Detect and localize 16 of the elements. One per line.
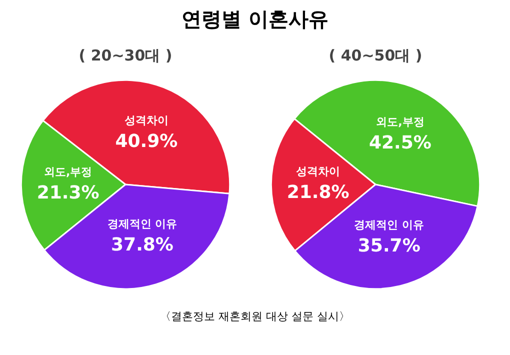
- slice-label: 경제적인 이유: [107, 217, 178, 230]
- text: 〈결혼정보 재혼회원 대상 설문 실시〉: [160, 308, 350, 324]
- chart-title: ( 40~50대 ): [328, 46, 422, 64]
- slice-label: 경제적인 이유: [354, 218, 424, 231]
- slice-label: 성격차이: [124, 113, 168, 126]
- data-label: 40.9%: [115, 130, 178, 152]
- data-label: 21.8%: [286, 182, 350, 203]
- slice-label: 성격차이: [296, 164, 340, 178]
- data-label: 21.3%: [36, 182, 100, 204]
- slice-label: 외도,부정: [44, 165, 92, 178]
- text: 연령별 이혼사유: [182, 6, 328, 33]
- data-label: 42.5%: [368, 132, 432, 153]
- slice-label: 외도,부정: [376, 114, 424, 128]
- data-label: 37.8%: [111, 234, 174, 256]
- data-label: 35.7%: [358, 234, 420, 256]
- chart-title: ( 20~30대 ): [78, 46, 172, 64]
